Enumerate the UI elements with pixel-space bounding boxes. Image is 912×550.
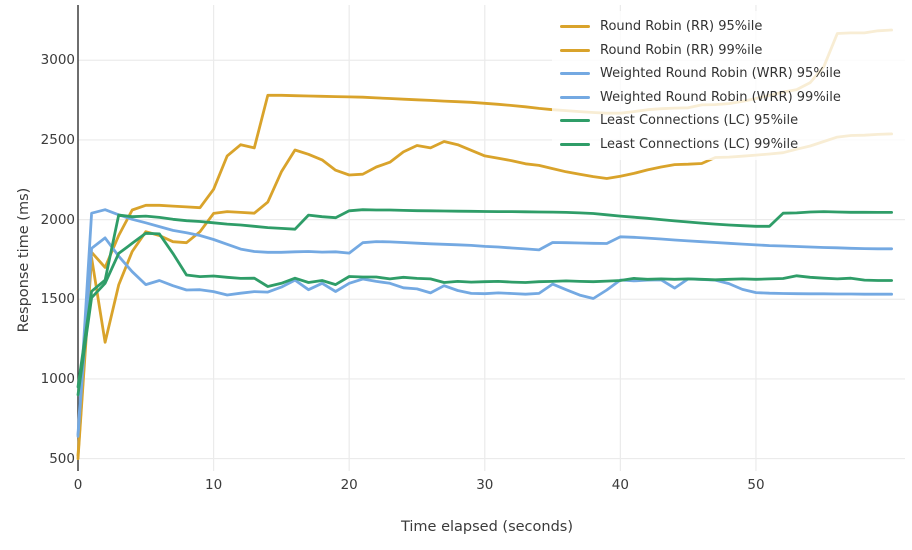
x-tick-label: 40 — [611, 477, 629, 493]
x-axis-title: Time elapsed (seconds) — [400, 519, 574, 535]
series-line-5 — [76, 208, 893, 389]
x-tick-label: 0 — [73, 477, 83, 493]
y-tick-label: 1500 — [40, 291, 75, 308]
x-tick-label: 20 — [340, 477, 358, 493]
series-line-2 — [76, 236, 893, 438]
legend: Round Robin (RR) 95%ile Round Robin (RR)… — [552, 11, 912, 160]
legend-item-label: Round Robin (RR) 99%ile — [600, 42, 763, 58]
x-tick-label: 50 — [747, 477, 765, 493]
y-tick-label: 1000 — [40, 370, 75, 387]
line-swatch-icon — [560, 72, 590, 76]
line-swatch-icon — [560, 142, 590, 146]
legend-item-wrr-95[interactable]: Weighted Round Robin (WRR) 95%ile — [560, 62, 912, 86]
legend-item-label: Weighted Round Robin (WRR) 95%ile — [600, 66, 841, 82]
legend-item-label: Least Connections (LC) 99%ile — [600, 136, 799, 152]
legend-item-label: Round Robin (RR) 95%ile — [600, 19, 763, 35]
legend-item-rr-95[interactable]: Round Robin (RR) 95%ile — [560, 15, 912, 39]
y-tick-label: 2500 — [40, 131, 75, 148]
legend-item-lc-99[interactable]: Least Connections (LC) 99%ile — [560, 133, 912, 157]
line-swatch-icon — [560, 119, 590, 123]
y-tick-label: 2000 — [40, 211, 75, 228]
x-tick-label: 10 — [205, 477, 223, 493]
line-swatch-icon — [560, 48, 590, 52]
y-axis-title: Response time (ms) — [16, 187, 32, 333]
series-line-3 — [76, 208, 893, 437]
series-line-4 — [76, 231, 893, 397]
y-tick-label: 500 — [49, 450, 75, 467]
line-swatch-icon — [560, 95, 590, 99]
legend-item-label: Least Connections (LC) 95%ile — [600, 113, 799, 129]
line-swatch-icon — [560, 25, 590, 29]
legend-item-label: Weighted Round Robin (WRR) 99%ile — [600, 89, 841, 105]
legend-item-wrr-99[interactable]: Weighted Round Robin (WRR) 99%ile — [560, 86, 912, 110]
y-tick-label: 3000 — [40, 52, 75, 69]
x-tick-label: 30 — [476, 477, 494, 493]
legend-item-lc-95[interactable]: Least Connections (LC) 95%ile — [560, 109, 912, 133]
legend-item-rr-99[interactable]: Round Robin (RR) 99%ile — [560, 39, 912, 63]
